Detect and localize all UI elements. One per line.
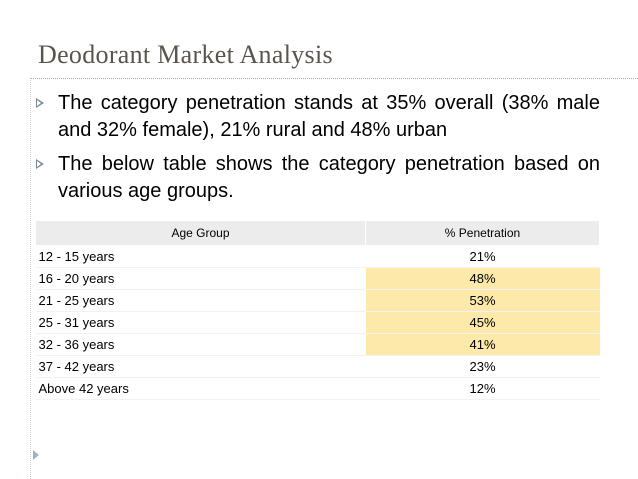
divider [30, 78, 31, 479]
title: Deodorant Market Analysis [38, 40, 333, 69]
table-row: Above 42 years 12% [35, 377, 600, 400]
table-row: 32 - 36 years 41% [35, 333, 600, 356]
column-header: % Penetration [365, 220, 600, 246]
column-header: Age Group [35, 220, 366, 246]
table-cell: 53% [365, 289, 600, 312]
table-body: 12 - 15 years 21% 16 - 20 years 48% 21 - 25 … [35, 245, 600, 400]
table: Age Group % Penetration 12 - 15 years 21%… [35, 220, 600, 400]
bullet: The below table shows the category penet… [34, 151, 600, 205]
table-row: 25 - 31 years 45% [35, 311, 600, 334]
table-cell: 25 - 31 years [35, 311, 366, 334]
table-cell: 21 - 25 years [35, 289, 366, 312]
table-cell: 21% [365, 245, 600, 268]
bullet-list: The category penetration stands at 35% o… [34, 90, 600, 212]
table-cell: 12 - 15 years [35, 245, 366, 268]
table-cell: 12% [365, 377, 600, 400]
footer-marker [33, 450, 39, 460]
table-row: 21 - 25 years 53% [35, 289, 600, 312]
header-row: Age Group % Penetration [35, 220, 600, 246]
table-cell: 37 - 42 years [35, 355, 366, 378]
table-cell: 48% [365, 267, 600, 290]
table-cell: 32 - 36 years [35, 333, 366, 356]
table-cell: Above 42 years [35, 377, 366, 400]
table-row: 37 - 42 years 23% [35, 355, 600, 378]
divider [30, 78, 638, 79]
table-cell: 45% [365, 311, 600, 334]
bullet: The category penetration stands at 35% o… [34, 90, 600, 144]
table-row: 12 - 15 years 21% [35, 245, 600, 268]
table-row: 16 - 20 years 48% [35, 267, 600, 290]
table-cell: 23% [365, 355, 600, 378]
table-cell: 41% [365, 333, 600, 356]
table-cell: 16 - 20 years [35, 267, 366, 290]
